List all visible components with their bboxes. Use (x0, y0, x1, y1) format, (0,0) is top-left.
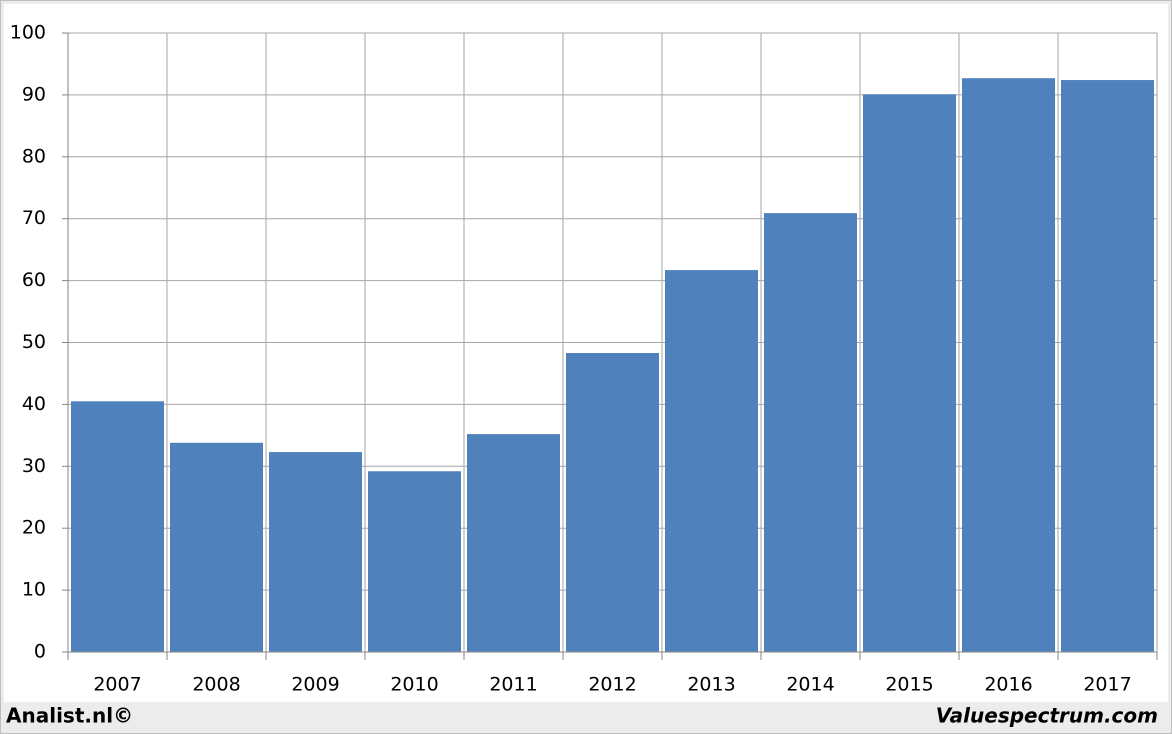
y-tick-label: 60 (22, 269, 46, 291)
y-tick-label: 10 (22, 579, 46, 601)
bar (269, 452, 362, 652)
bar (962, 78, 1055, 652)
x-tick-label: 2010 (390, 674, 438, 696)
x-tick-label: 2017 (1083, 674, 1131, 696)
x-tick-label: 2009 (291, 674, 339, 696)
y-tick-label: 100 (10, 22, 46, 44)
y-tick-label: 40 (22, 393, 46, 415)
x-tick-label: 2008 (192, 674, 240, 696)
bar (368, 471, 461, 652)
y-tick-label: 20 (22, 517, 46, 539)
x-tick-label: 2007 (93, 674, 141, 696)
bar (764, 213, 857, 652)
bar (1061, 80, 1154, 652)
bar (566, 353, 659, 652)
bar (170, 442, 263, 652)
source-left: Analist.nl© (6, 704, 133, 728)
bar (665, 270, 758, 652)
y-tick-label: 70 (22, 207, 46, 229)
x-tick-label: 2016 (984, 674, 1032, 696)
bar (467, 434, 560, 652)
source-right: Valuespectrum.com (936, 704, 1158, 728)
y-tick-label: 30 (22, 455, 46, 477)
x-tick-label: 2015 (885, 674, 933, 696)
x-tick-label: 2014 (786, 674, 834, 696)
y-tick-label: 90 (22, 83, 46, 105)
bar (71, 401, 164, 652)
bar (863, 94, 956, 652)
y-tick-label: 50 (22, 331, 46, 353)
x-tick-label: 2013 (687, 674, 735, 696)
y-tick-label: 0 (34, 641, 46, 663)
y-tick-label: 80 (22, 145, 46, 167)
x-tick-label: 2011 (489, 674, 537, 696)
x-tick-label: 2012 (588, 674, 636, 696)
